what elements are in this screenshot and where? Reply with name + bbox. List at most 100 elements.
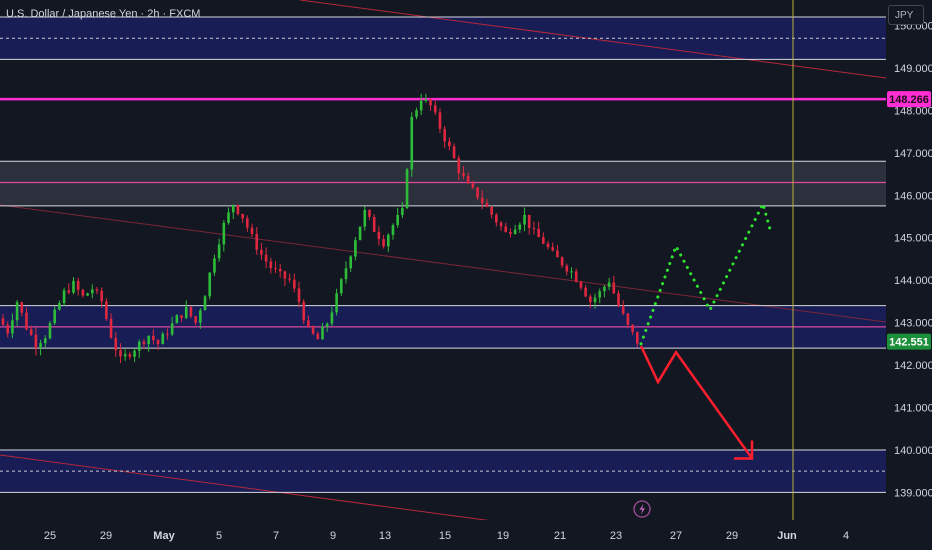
time-tick-label: 13 (379, 530, 391, 542)
candle (438, 108, 442, 134)
candle (250, 223, 254, 238)
candle (405, 167, 409, 210)
candle (53, 306, 56, 325)
candle (598, 288, 602, 304)
candle (90, 284, 94, 299)
candle (278, 264, 282, 278)
candle (471, 180, 475, 190)
time-tick-label: 23 (610, 530, 622, 542)
candle (227, 207, 230, 225)
level-price-badge: 148.266 (887, 91, 931, 108)
candle (589, 294, 592, 309)
candle (415, 107, 418, 120)
candle (504, 222, 508, 233)
candle (34, 327, 38, 356)
price-tick-label: 149.000 (894, 63, 932, 75)
candle (184, 300, 188, 320)
candle (462, 166, 465, 180)
candle (396, 207, 399, 228)
candle (499, 220, 503, 231)
time-tick-label: 15 (439, 530, 451, 542)
candle (377, 226, 381, 246)
candle (109, 313, 113, 339)
candle (119, 343, 122, 364)
candle (29, 325, 33, 337)
candle (175, 313, 179, 324)
candle (105, 298, 108, 321)
currency-selector-button[interactable]: JPY (888, 5, 924, 25)
candle (523, 207, 526, 232)
candle (419, 93, 423, 116)
candle (180, 315, 183, 323)
time-tick-label: 21 (554, 530, 566, 542)
time-tick-label: 19 (497, 530, 509, 542)
time-tick-label: 29 (726, 530, 738, 542)
candle (86, 292, 89, 297)
candle (386, 233, 390, 252)
candle (43, 335, 47, 348)
price-tick-label: 139.000 (894, 487, 932, 499)
candle (217, 238, 221, 262)
candle (62, 287, 66, 306)
levels-layer (0, 16, 886, 493)
candle (161, 331, 165, 345)
candle (213, 254, 216, 276)
candle (631, 324, 634, 335)
forecast-down-arrowhead (734, 440, 754, 460)
candle (142, 338, 146, 349)
candle (617, 290, 620, 308)
candle (443, 125, 446, 148)
candle (457, 155, 461, 181)
candle (433, 100, 437, 115)
trendlines-layer (0, 0, 887, 523)
price-tick-label: 140.000 (894, 445, 932, 457)
candle (264, 247, 268, 269)
time-axis[interactable]: 25 29 May 5 7 9 13 15 19 21 23 27 29 Jun 4 (0, 520, 932, 550)
candle (15, 300, 19, 327)
price-axis[interactable]: 139.000 140.000 141.000 142.000 143.000 144.0… (886, 0, 932, 550)
candle (636, 331, 639, 348)
candle (495, 212, 498, 227)
candle (170, 316, 174, 337)
candle (307, 315, 310, 328)
candle (293, 273, 296, 293)
candle (527, 214, 531, 235)
candle (593, 293, 597, 310)
candle (255, 227, 259, 255)
candle (114, 331, 118, 357)
candle (208, 271, 212, 300)
candle (485, 198, 489, 208)
candles-layer (1, 93, 639, 364)
candle (269, 257, 273, 274)
time-tick-label: 4 (843, 530, 849, 542)
candle (81, 288, 85, 298)
candle (58, 300, 61, 311)
time-tick-label: 29 (100, 530, 112, 542)
candle (626, 312, 630, 329)
middle-channel-trendline (0, 204, 887, 323)
chart-symbol-title: U.S. Dollar / Japanese Yen · 2h · FXCM (6, 8, 201, 20)
candle (236, 204, 240, 216)
candle (612, 275, 616, 295)
candle (321, 322, 324, 340)
candle (203, 295, 207, 311)
candle (537, 221, 540, 238)
candle (513, 224, 517, 235)
candle (325, 322, 329, 332)
price-tick-label: 143.000 (894, 318, 932, 330)
candle (283, 270, 287, 287)
candle (570, 267, 573, 279)
candle (147, 335, 150, 352)
candle (621, 300, 625, 316)
candle (166, 328, 169, 340)
lightning-icon[interactable] (633, 500, 651, 518)
candle (100, 287, 103, 308)
candle (199, 308, 202, 329)
candle (579, 280, 583, 291)
candle (429, 98, 432, 111)
price-badges: 148.266 142.551 (887, 91, 931, 350)
candle (532, 221, 536, 235)
candle (274, 261, 277, 274)
candle (574, 268, 578, 283)
